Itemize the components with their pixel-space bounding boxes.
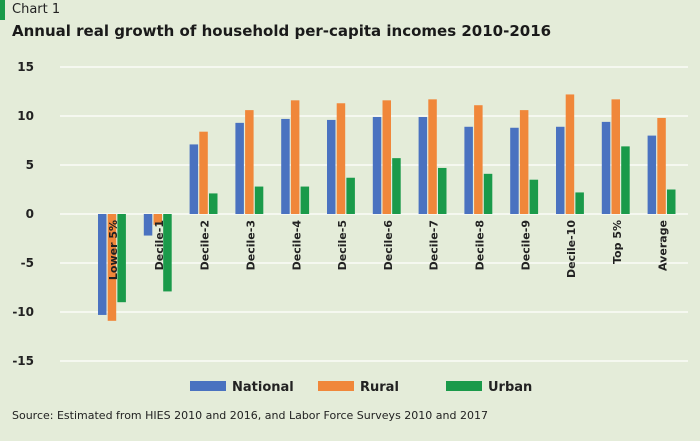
bar-urban [575, 192, 584, 214]
bar-rural [153, 214, 162, 225]
x-tick-label: Average [657, 220, 670, 271]
bar-national [418, 116, 428, 214]
bar-urban [667, 189, 676, 214]
x-tick-label: Decile-6 [382, 220, 395, 271]
legend-swatch-rural [318, 381, 354, 391]
bar-national [464, 126, 473, 214]
x-tick-label: Decile-8 [473, 220, 486, 270]
bar-rural [611, 99, 620, 214]
bar-rural [382, 100, 391, 214]
bar-national [327, 119, 336, 214]
legend-swatch-national [190, 381, 226, 391]
bar-rural [199, 131, 208, 214]
x-tick-label: Decile-4 [290, 220, 303, 271]
bar-rural [565, 94, 575, 214]
chart-label-accent [0, 0, 5, 20]
y-tick-label: 0 [26, 207, 34, 221]
legend-swatch-urban [446, 381, 482, 391]
y-tick-label: -15 [12, 354, 34, 368]
bar-national [647, 135, 657, 214]
bar-national [372, 116, 382, 214]
x-tick-label: Decile-9 [519, 220, 532, 270]
bar-urban [163, 214, 172, 292]
bar-national [601, 121, 611, 214]
chart-label: Chart 1 [12, 2, 61, 17]
x-tick-label: Decile-5 [336, 220, 349, 270]
x-tick-label: Top 5% [611, 220, 624, 264]
chart-title: Annual real growth of household per-capi… [12, 22, 552, 40]
legend-label-urban: Urban [488, 380, 532, 395]
bar-urban [392, 158, 401, 214]
legend-label-rural: Rural [360, 380, 399, 395]
y-tick-label: 5 [26, 158, 34, 172]
y-tick-label: 10 [17, 109, 34, 123]
x-tick-label: Decile-2 [199, 220, 212, 270]
bar-national [98, 214, 107, 315]
bar-urban [346, 177, 355, 214]
source-note: Source: Estimated from HIES 2010 and 201… [12, 409, 488, 422]
bar-urban [438, 167, 447, 214]
bar-urban [529, 179, 539, 214]
bar-rural [107, 214, 117, 321]
bar-urban [483, 173, 493, 214]
bar-urban [300, 186, 310, 214]
x-tick-label: Decile-3 [244, 220, 257, 270]
bar-rural [657, 117, 666, 214]
bar-urban [621, 146, 630, 214]
bar-rural [428, 99, 437, 214]
bar-rural [336, 103, 346, 214]
bar-urban [209, 193, 218, 214]
legend-label-national: National [232, 380, 294, 395]
bar-urban [254, 186, 264, 214]
x-tick-label: Lower 5% [107, 220, 120, 280]
x-tick-label: Decile-10 [565, 220, 578, 278]
bar-national [510, 127, 519, 214]
bar-rural [519, 110, 529, 214]
bar-rural [245, 110, 254, 214]
bar-national [143, 214, 153, 236]
bar-urban [117, 214, 126, 303]
bar-national [556, 126, 565, 214]
y-tick-label: 15 [17, 60, 34, 74]
bar-national [235, 122, 244, 214]
x-tick-label: Decile-7 [428, 220, 441, 270]
y-tick-label: -10 [12, 305, 34, 319]
bar-rural [474, 105, 483, 214]
x-tick-label: Decile-1 [153, 220, 166, 270]
bar-rural [290, 100, 300, 214]
bar-national [189, 144, 199, 214]
y-tick-label: -5 [21, 256, 34, 270]
bar-national [281, 118, 290, 214]
